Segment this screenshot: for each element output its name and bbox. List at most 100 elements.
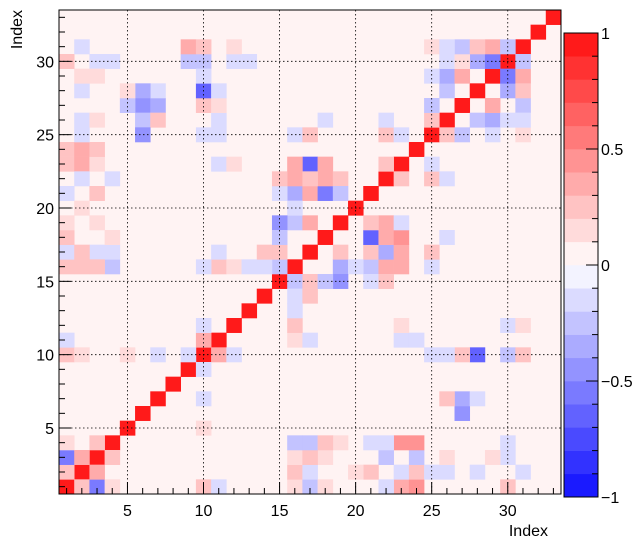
heatmap-cell — [287, 303, 303, 319]
heatmap-cell — [408, 435, 425, 451]
heatmap-cell — [287, 259, 303, 275]
heatmap-cell — [226, 259, 242, 275]
heatmap-cell — [378, 274, 394, 289]
heatmap-cell — [454, 127, 471, 143]
heatmap-cell — [454, 98, 471, 113]
heatmap-cell — [104, 171, 121, 187]
heatmap-cell — [287, 332, 303, 348]
heatmap-cell — [332, 259, 349, 275]
heatmap-cell — [89, 156, 105, 172]
colorbar-bin — [564, 149, 598, 173]
heatmap-cell — [287, 450, 303, 465]
heatmap-cell — [287, 288, 303, 304]
heatmap-cell — [287, 156, 303, 172]
heatmap-cell — [317, 112, 334, 128]
colorbar-bin — [564, 311, 598, 335]
colorbar-bin — [564, 195, 598, 219]
colorbar-bin — [564, 102, 598, 127]
heatmap-cell — [317, 450, 334, 465]
heatmap-cell — [104, 435, 121, 451]
grid-lines — [59, 10, 561, 494]
heatmap-cell — [378, 230, 394, 245]
heatmap-cell — [211, 98, 227, 113]
colorbar-bin — [564, 381, 598, 405]
heatmap-cell — [439, 112, 455, 128]
colorbar-tick-label: −0.5 — [601, 374, 633, 391]
colorbar-tick-label: 0.5 — [601, 142, 623, 159]
heatmap-cell — [135, 127, 151, 143]
heatmap-cell — [74, 464, 90, 480]
heatmap-cell — [363, 230, 379, 245]
heatmap-cell — [408, 450, 425, 465]
heatmap-cell — [393, 479, 410, 495]
heatmap-cell — [454, 54, 471, 69]
heatmap-cell — [363, 244, 379, 260]
heatmap-cell — [378, 259, 394, 275]
heatmap-cell — [211, 244, 227, 260]
heatmap-cell — [287, 274, 303, 289]
heatmap-cell — [74, 244, 90, 260]
heatmap-cell — [378, 479, 394, 495]
colorbar-tick-label: −1 — [601, 490, 619, 507]
heatmap-cell — [302, 464, 318, 480]
x-tick-label: 30 — [499, 503, 517, 520]
heatmap-cell — [424, 464, 440, 480]
heatmap-cell — [59, 464, 75, 480]
x-tick-label: 15 — [271, 503, 289, 520]
heatmap-cell — [59, 215, 75, 231]
heatmap-cell — [74, 259, 90, 275]
heatmap-cell — [378, 435, 394, 451]
heatmap-cell — [348, 464, 364, 480]
heatmap-cell — [89, 112, 105, 128]
colorbar-bin — [564, 33, 598, 57]
heatmap-cell — [469, 39, 486, 55]
heatmap-cell — [59, 142, 75, 157]
heatmap-cell — [211, 127, 227, 143]
heatmap-cell — [454, 347, 471, 363]
heatmap-cell — [302, 171, 318, 187]
heatmap-cell — [393, 318, 410, 333]
y-axis-ticks: 5 10 15 20 25 30 — [36, 16, 71, 488]
heatmap-cell — [287, 200, 303, 216]
heatmap-cell — [317, 171, 334, 187]
heatmap-cell — [332, 274, 349, 289]
heatmap-cell — [454, 406, 471, 421]
y-tick-label: 15 — [36, 274, 54, 291]
heatmap-cell — [515, 112, 531, 128]
heatmap-cell — [195, 68, 212, 84]
heatmap-cell — [469, 54, 486, 69]
colorbar-bin — [564, 288, 598, 312]
heatmap-cell — [74, 156, 90, 172]
heatmap-cell — [180, 362, 197, 377]
heatmap-cell — [74, 200, 90, 216]
heatmap-cell — [439, 450, 455, 465]
heatmap-cell — [89, 450, 105, 465]
heatmap-cell — [363, 186, 379, 201]
heatmap-cell — [241, 54, 258, 69]
heatmap-cell — [545, 10, 562, 25]
colorbar — [564, 33, 598, 498]
heatmap-cell — [393, 435, 410, 451]
heatmap-cell — [74, 127, 90, 143]
heatmap-cell — [378, 450, 394, 465]
heatmap-cell — [241, 303, 258, 319]
heatmap-cell — [302, 450, 318, 465]
heatmap-cell — [226, 156, 242, 172]
heatmap-cell — [469, 347, 486, 363]
heatmap-cell — [287, 171, 303, 187]
heatmap-cell — [89, 68, 105, 84]
y-tick-label: 10 — [36, 348, 54, 365]
heatmap-cell — [104, 244, 121, 260]
heatmap-cell — [211, 156, 227, 172]
colorbar-bin — [564, 125, 598, 150]
heatmap-cell — [515, 98, 531, 113]
heatmap-cell — [74, 83, 90, 99]
heatmap-cell — [135, 98, 151, 113]
heatmap-cell — [195, 318, 212, 333]
heatmap-cell — [74, 68, 90, 84]
x-tick-label: 5 — [123, 503, 132, 520]
heatmap-cell — [211, 83, 227, 99]
heatmap-cell — [271, 244, 288, 260]
heatmap-cell — [515, 318, 531, 333]
